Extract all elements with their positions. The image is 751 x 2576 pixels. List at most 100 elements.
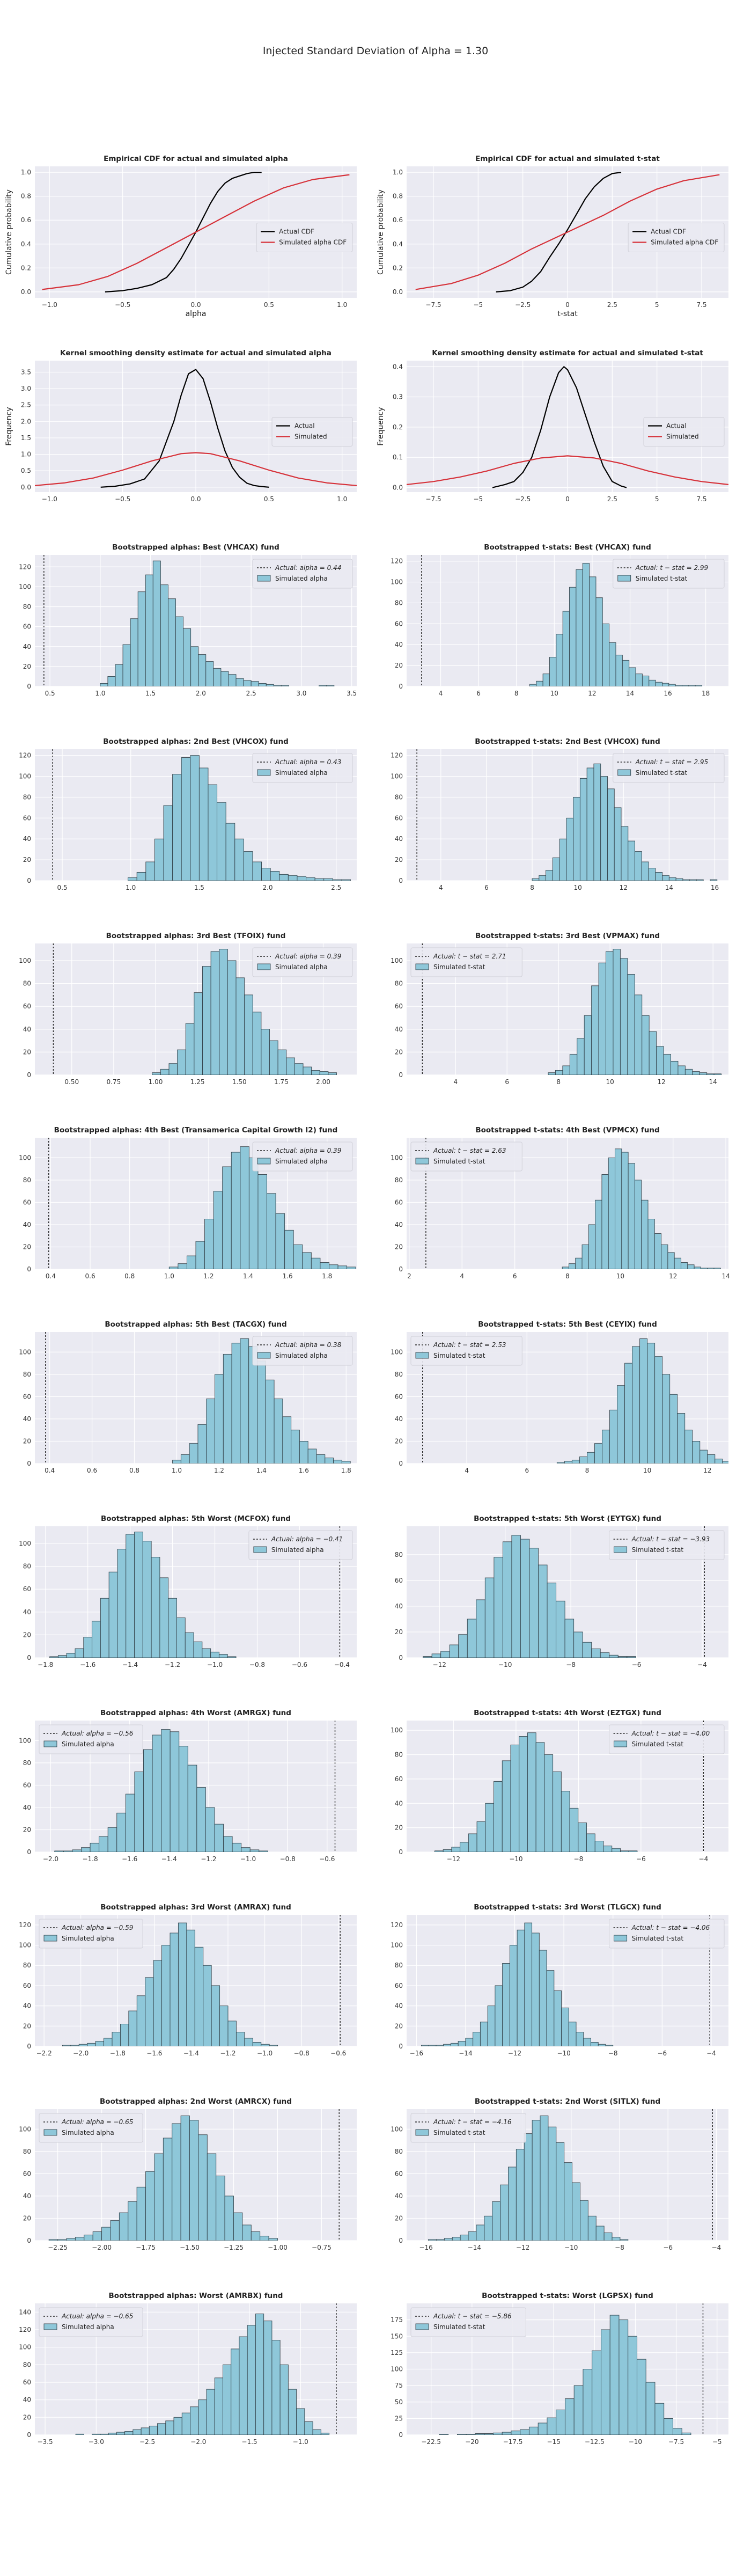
- y-tick-label: 20: [395, 662, 403, 669]
- x-tick-label: 12: [620, 884, 628, 891]
- histogram-bar: [564, 2398, 575, 2435]
- y-tick-label: 100: [19, 2125, 31, 2133]
- histogram-bar: [189, 1443, 198, 1463]
- y-tick-label: 0: [399, 683, 403, 690]
- y-tick-label: 20: [23, 1243, 31, 1250]
- histogram-bar: [136, 2186, 146, 2241]
- histogram-bar: [450, 2043, 459, 2046]
- y-tick-label: 0: [27, 683, 31, 690]
- histogram-bar: [612, 2237, 621, 2241]
- histogram-bar: [120, 2024, 129, 2046]
- histogram-bar: [168, 1063, 178, 1075]
- x-tick-label: −1.0: [207, 1661, 223, 1668]
- plot-marks: [428, 2109, 713, 2241]
- histogram-bar: [672, 2428, 682, 2435]
- histogram-bar: [609, 642, 616, 686]
- plot-marks: [48, 2109, 340, 2241]
- histogram-bar: [153, 1960, 163, 2046]
- chart-title: Bootstrapped t-stats: Worst (LGPSX) fund: [482, 2292, 653, 2300]
- histogram-bar: [319, 685, 327, 686]
- x-tick-label: −12: [433, 1661, 446, 1668]
- y-tick-label: 20: [395, 1048, 403, 1056]
- histogram-bar: [62, 2045, 71, 2046]
- y-tick-label: 60: [395, 1775, 403, 1783]
- chart-boot-tstat-4th-best: 2 4 6 8 10 12 14 0 20 40 60 80 100 Bootstrapped t-sta…: [391, 1126, 730, 1280]
- x-tick-label: −2.5: [139, 2438, 155, 2446]
- histogram-bar: [333, 1460, 342, 1463]
- legend-label: Simulated t-stat: [433, 2323, 485, 2331]
- histogram-bar: [449, 1644, 459, 1658]
- x-tick-label: 8: [514, 690, 519, 697]
- legend: Actual: alpha = −0.56 Simulated alpha: [39, 1724, 143, 1754]
- histogram-bar: [527, 1732, 536, 1852]
- histogram-bar: [170, 1933, 179, 2046]
- x-tick-label: −0.6: [292, 1661, 307, 1668]
- x-tick-label: −22.5: [421, 2438, 441, 2446]
- histogram-bar: [179, 1746, 188, 1852]
- plot-marks: [35, 369, 357, 488]
- histogram-bar: [125, 1794, 135, 1852]
- histogram-bar: [641, 861, 649, 881]
- histogram-bar: [255, 2314, 264, 2435]
- histogram-bar: [586, 1833, 595, 1852]
- histogram-bar: [699, 1072, 708, 1075]
- legend-label: Simulated t-stat: [636, 769, 688, 777]
- histogram-bar: [92, 2433, 101, 2435]
- histogram-bar: [314, 878, 325, 881]
- histogram-bar: [444, 2238, 453, 2241]
- y-tick-label: 80: [23, 980, 31, 987]
- histogram-bar: [559, 838, 567, 881]
- histogram-bar: [582, 1642, 592, 1658]
- histogram-bar: [219, 2006, 229, 2046]
- histogram-bar: [601, 1174, 609, 1269]
- legend-label: Simulated alpha: [62, 2129, 114, 2136]
- histogram-bar: [172, 2123, 181, 2241]
- x-tick-label: 8: [585, 1467, 590, 1474]
- legend: Actual: alpha = 0.44 Simulated alpha: [252, 559, 353, 589]
- histogram-bar: [282, 1416, 292, 1463]
- legend-label: Simulated t-stat: [632, 1740, 684, 1748]
- x-tick-label: 2: [407, 1272, 411, 1280]
- histogram-bar: [81, 1847, 91, 1852]
- histogram-bar: [136, 1995, 146, 2046]
- y-tick-label: 40: [23, 2396, 31, 2404]
- histogram-bar: [196, 1787, 206, 1852]
- x-tick-label: −2.0: [73, 2050, 89, 2057]
- x-tick-label: 8: [556, 1078, 561, 1086]
- series-line: [105, 172, 262, 292]
- histogram-bar: [274, 1399, 283, 1463]
- histogram-bar: [440, 1651, 450, 1658]
- x-tick-label: 2.0: [262, 884, 273, 891]
- histogram-bar: [178, 1263, 187, 1269]
- histogram-bar: [149, 2426, 158, 2435]
- histogram-bar: [232, 1842, 242, 1852]
- x-tick-label: −12: [447, 1855, 460, 1863]
- histogram-bar: [569, 1807, 579, 1852]
- histogram-bar: [612, 1848, 621, 1852]
- histogram-bar: [609, 1409, 617, 1463]
- x-tick-label: 6: [476, 690, 481, 697]
- y-tick-label: 0: [27, 2043, 31, 2050]
- y-tick-label: 75: [395, 2382, 403, 2389]
- x-tick-label: 1.4: [243, 1272, 253, 1280]
- y-tick-label: 60: [23, 814, 31, 822]
- histogram-bar: [128, 877, 137, 881]
- histogram-bar: [451, 1847, 461, 1852]
- histogram-bar: [554, 1990, 562, 2046]
- y-tick-label: 0: [399, 877, 403, 884]
- histogram-bar: [689, 879, 697, 881]
- x-tick-label: −1.2: [165, 1661, 180, 1668]
- histogram-bar: [624, 1363, 633, 1463]
- histogram-bar: [210, 1651, 219, 1658]
- histogram-bar: [87, 2043, 96, 2046]
- histogram-bar: [467, 1619, 477, 1658]
- histogram-bar: [692, 1071, 700, 1075]
- histogram-bar: [648, 868, 656, 881]
- y-tick-label: 40: [395, 835, 403, 843]
- histogram-bar: [291, 1430, 300, 1463]
- histogram-bar: [620, 1850, 629, 1852]
- legend-label: Actual: alpha = 0.38: [275, 1341, 342, 1349]
- legend: Actual CDF Simulated alpha CDF: [628, 223, 725, 252]
- plot-marks: [415, 172, 720, 292]
- histogram-bar: [681, 1262, 688, 1269]
